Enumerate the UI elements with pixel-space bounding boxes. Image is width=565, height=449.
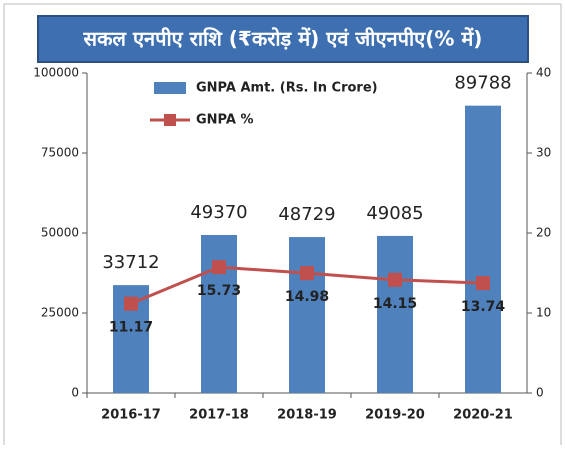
y2-tick-label: 0 bbox=[536, 386, 544, 400]
x-tick-label: 2018-19 bbox=[277, 408, 337, 423]
y-tick-label: 25000 bbox=[41, 306, 79, 320]
legend-label: GNPA Amt. (Rs. In Crore) bbox=[196, 81, 378, 96]
legend-swatch bbox=[154, 82, 186, 94]
y2-tick-label: 20 bbox=[536, 226, 551, 240]
line-marker bbox=[388, 272, 402, 287]
y2-tick-label: 40 bbox=[536, 66, 551, 80]
y-tick-label: 100000 bbox=[33, 66, 79, 80]
y-tick-label: 0 bbox=[71, 386, 79, 400]
line-marker bbox=[300, 266, 314, 281]
line-marker bbox=[476, 276, 490, 291]
y-tick-label: 75000 bbox=[41, 146, 79, 160]
x-tick-label: 2017-18 bbox=[189, 408, 249, 423]
line-value-label: 15.73 bbox=[197, 283, 241, 299]
bar-value-label: 49085 bbox=[366, 203, 423, 224]
chart-title: सकल एनपीए राशि (₹करोड़ में) एवं जीएनपीए(… bbox=[83, 27, 483, 51]
line-value-label: 13.74 bbox=[461, 299, 506, 315]
legend-swatch bbox=[164, 114, 176, 126]
x-tick-label: 2016-17 bbox=[101, 408, 161, 423]
bar-value-label: 48729 bbox=[278, 204, 335, 225]
y2-tick-label: 10 bbox=[536, 306, 551, 320]
line-value-label: 14.15 bbox=[373, 296, 417, 312]
bar bbox=[465, 105, 501, 393]
bar bbox=[377, 235, 413, 393]
line-marker bbox=[124, 296, 138, 311]
legend-label: GNPA % bbox=[196, 113, 254, 128]
bar bbox=[201, 235, 237, 393]
bar bbox=[289, 237, 325, 393]
line-value-label: 11.17 bbox=[109, 320, 153, 336]
y-tick-label: 50000 bbox=[41, 226, 79, 240]
line-marker bbox=[212, 260, 226, 275]
title-banner bbox=[37, 15, 529, 63]
bar-value-label: 49370 bbox=[190, 202, 247, 223]
bar-value-label: 33712 bbox=[102, 252, 159, 273]
bar-value-label: 89788 bbox=[454, 73, 511, 94]
line-value-label: 14.98 bbox=[285, 289, 329, 305]
y2-tick-label: 30 bbox=[536, 146, 551, 160]
x-tick-label: 2019-20 bbox=[365, 408, 425, 423]
x-tick-label: 2020-21 bbox=[453, 408, 513, 423]
